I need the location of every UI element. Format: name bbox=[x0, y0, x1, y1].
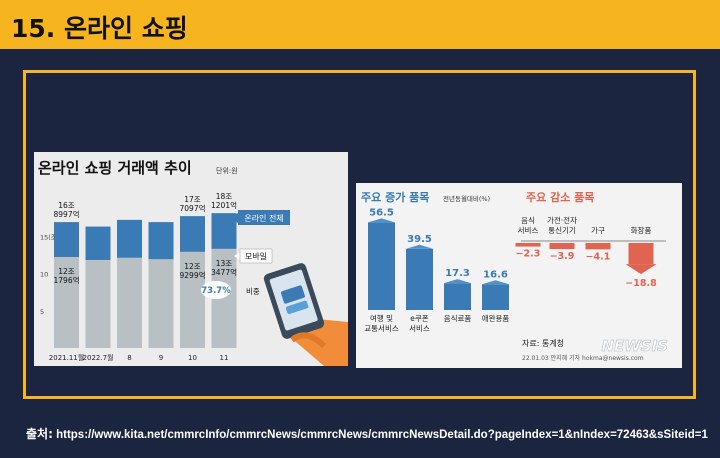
x-tick-label: 2022.7월 bbox=[83, 353, 114, 362]
decrease-category-label: 가전·전자 bbox=[547, 215, 577, 225]
total-data-label: 8997억 bbox=[54, 210, 80, 219]
decrease-bar-arrow bbox=[625, 264, 657, 275]
x-tick-label: 2021.11월 bbox=[49, 353, 84, 362]
total-data-label: 18조 bbox=[216, 192, 233, 201]
x-tick-label: 9 bbox=[159, 354, 163, 362]
decrease-category-label: 통신기기 bbox=[548, 226, 576, 235]
bar-total bbox=[54, 222, 79, 258]
trend-chart-title: 온라인 쇼핑 거래액 추이 bbox=[38, 159, 192, 177]
items-chart: 주요 증가 품목 전년동월대비(%) 주요 감소 품목 56.5 39.5 17.3… bbox=[361, 190, 668, 362]
increase-value-label: 16.6 bbox=[483, 269, 508, 280]
decrease-value-label: −4.1 bbox=[586, 251, 611, 262]
legend-total: 온라인 전체 bbox=[231, 210, 290, 225]
increase-bar bbox=[368, 222, 395, 310]
increase-bar-cap bbox=[368, 218, 395, 223]
product-card-icon bbox=[285, 300, 309, 315]
increase-value-label: 56.5 bbox=[369, 207, 394, 218]
trend-chart-unit: 단위:원 bbox=[216, 166, 238, 175]
decrease-value-label: −2.3 bbox=[516, 249, 541, 260]
ratio-badge bbox=[201, 281, 231, 299]
thumb-shape bbox=[290, 332, 327, 349]
mobile-data-label: 1796억 bbox=[54, 276, 80, 285]
credit-line: 22.01.03 안지혜 기자 hokma@newsis.com bbox=[522, 354, 644, 362]
increase-note: 전년동월대비(%) bbox=[443, 194, 490, 203]
x-tick-label: 11 bbox=[220, 354, 229, 362]
page-title: 15. 온라인 쇼핑 bbox=[11, 14, 188, 43]
x-tick-label: 10 bbox=[188, 354, 197, 362]
trend-chart: 온라인 쇼핑 거래액 추이 단위:원 15(조)105 16조8997억17조7… bbox=[38, 159, 348, 366]
shopping-cart-icon bbox=[280, 285, 305, 304]
increase-value-label: 17.3 bbox=[445, 268, 470, 279]
bar-mobile bbox=[148, 259, 174, 348]
legend-mobile-label: 모바일 bbox=[245, 251, 267, 261]
legend-total-label: 온라인 전체 bbox=[244, 213, 283, 223]
increase-bar-cap bbox=[444, 279, 471, 284]
increase-bar bbox=[482, 284, 509, 310]
increase-bar-cap bbox=[406, 244, 433, 249]
legend-total-box bbox=[238, 210, 290, 225]
increase-category-label: 애완용품 bbox=[482, 314, 510, 323]
bar-mobile bbox=[117, 257, 142, 348]
x-tick-label: 8 bbox=[127, 354, 131, 362]
source-url[interactable]: https://www.kita.net/cmmrcInfo/cmmrcNews… bbox=[56, 429, 708, 441]
ratio-value: 73.7% bbox=[201, 286, 231, 296]
decrease-value-label: −3.9 bbox=[550, 251, 575, 262]
decrease-bar bbox=[515, 243, 541, 247]
decrease-bar bbox=[585, 243, 611, 250]
mobile-data-label: 3477억 bbox=[211, 268, 237, 277]
legend-mobile: 모바일 bbox=[234, 248, 273, 264]
decrease-category-label: 서비스 bbox=[518, 226, 539, 235]
total-data-label: 7097억 bbox=[180, 204, 206, 213]
total-data-label: 16조 bbox=[58, 201, 75, 210]
mobile-data-label: 9299억 bbox=[180, 271, 206, 280]
bar-total bbox=[85, 226, 111, 261]
increase-bar bbox=[444, 283, 471, 310]
total-data-label: 1201억 bbox=[211, 201, 237, 210]
increase-category-label: 음식료품 bbox=[444, 314, 472, 323]
source-label: 출처: bbox=[26, 427, 53, 441]
bar-mobile bbox=[54, 257, 79, 348]
decrease-category-label: 화장품 bbox=[631, 225, 652, 235]
increase-title: 주요 증가 품목 bbox=[361, 190, 429, 204]
legend-ratio-label: 비중 bbox=[246, 287, 260, 296]
decrease-category-label: 가구 bbox=[591, 226, 605, 235]
items-chart-panel: 주요 증가 품목 전년동월대비(%) 주요 감소 품목 56.5 39.5 17.3… bbox=[356, 183, 682, 368]
increase-category-label: 여행 및 bbox=[370, 313, 393, 323]
trend-chart-panel: 온라인 쇼핑 거래액 추이 단위:원 15(조) 10 5 16조 8997억 17조 7… bbox=[34, 152, 348, 366]
content-frame bbox=[23, 70, 696, 399]
increase-bar-cap bbox=[482, 280, 509, 285]
increase-category-label: 교통서비스 bbox=[364, 324, 399, 333]
legend-mobile-box bbox=[239, 248, 273, 264]
newsis-watermark: NEWSIS bbox=[601, 337, 668, 355]
bar-total bbox=[211, 213, 237, 249]
legend-total-pointer bbox=[231, 213, 238, 223]
decrease-bar bbox=[628, 243, 654, 265]
y-tick-label: 10 bbox=[40, 271, 48, 279]
mobile-data-label: 12조 bbox=[58, 267, 75, 276]
decrease-bar bbox=[549, 243, 575, 250]
source-citation: 출처: https://www.kita.net/cmmrcInfo/cmmrc… bbox=[26, 425, 708, 442]
bar-total bbox=[117, 219, 142, 258]
y-tick-label: 5 bbox=[40, 308, 44, 316]
increase-bar bbox=[406, 248, 433, 310]
increase-value-label: 39.5 bbox=[407, 234, 432, 245]
phone-shopping-illustration bbox=[263, 263, 348, 366]
header-bar: 15. 온라인 쇼핑 bbox=[0, 0, 720, 49]
increase-category-label: e쿠폰 bbox=[410, 314, 429, 323]
credit-source: 자료: 통계청 bbox=[522, 338, 564, 348]
legend-ratio: 73.7% 비중 bbox=[201, 281, 260, 299]
increase-category-label: 서비스 bbox=[409, 324, 430, 333]
bar-total bbox=[180, 216, 205, 252]
y-tick-label: 15(조) bbox=[40, 233, 59, 241]
total-data-label: 17조 bbox=[184, 195, 201, 204]
decrease-category-label: 음식 bbox=[521, 216, 535, 225]
decrease-value-label: −18.8 bbox=[625, 278, 657, 289]
bar-total bbox=[148, 222, 174, 260]
mobile-data-label: 13조 bbox=[216, 259, 233, 268]
bar-mobile bbox=[180, 251, 205, 348]
mobile-data-label: 12조 bbox=[184, 262, 201, 271]
bar-mobile bbox=[85, 260, 111, 348]
legend-mobile-pointer bbox=[234, 252, 240, 260]
decrease-title: 주요 감소 품목 bbox=[526, 190, 594, 204]
